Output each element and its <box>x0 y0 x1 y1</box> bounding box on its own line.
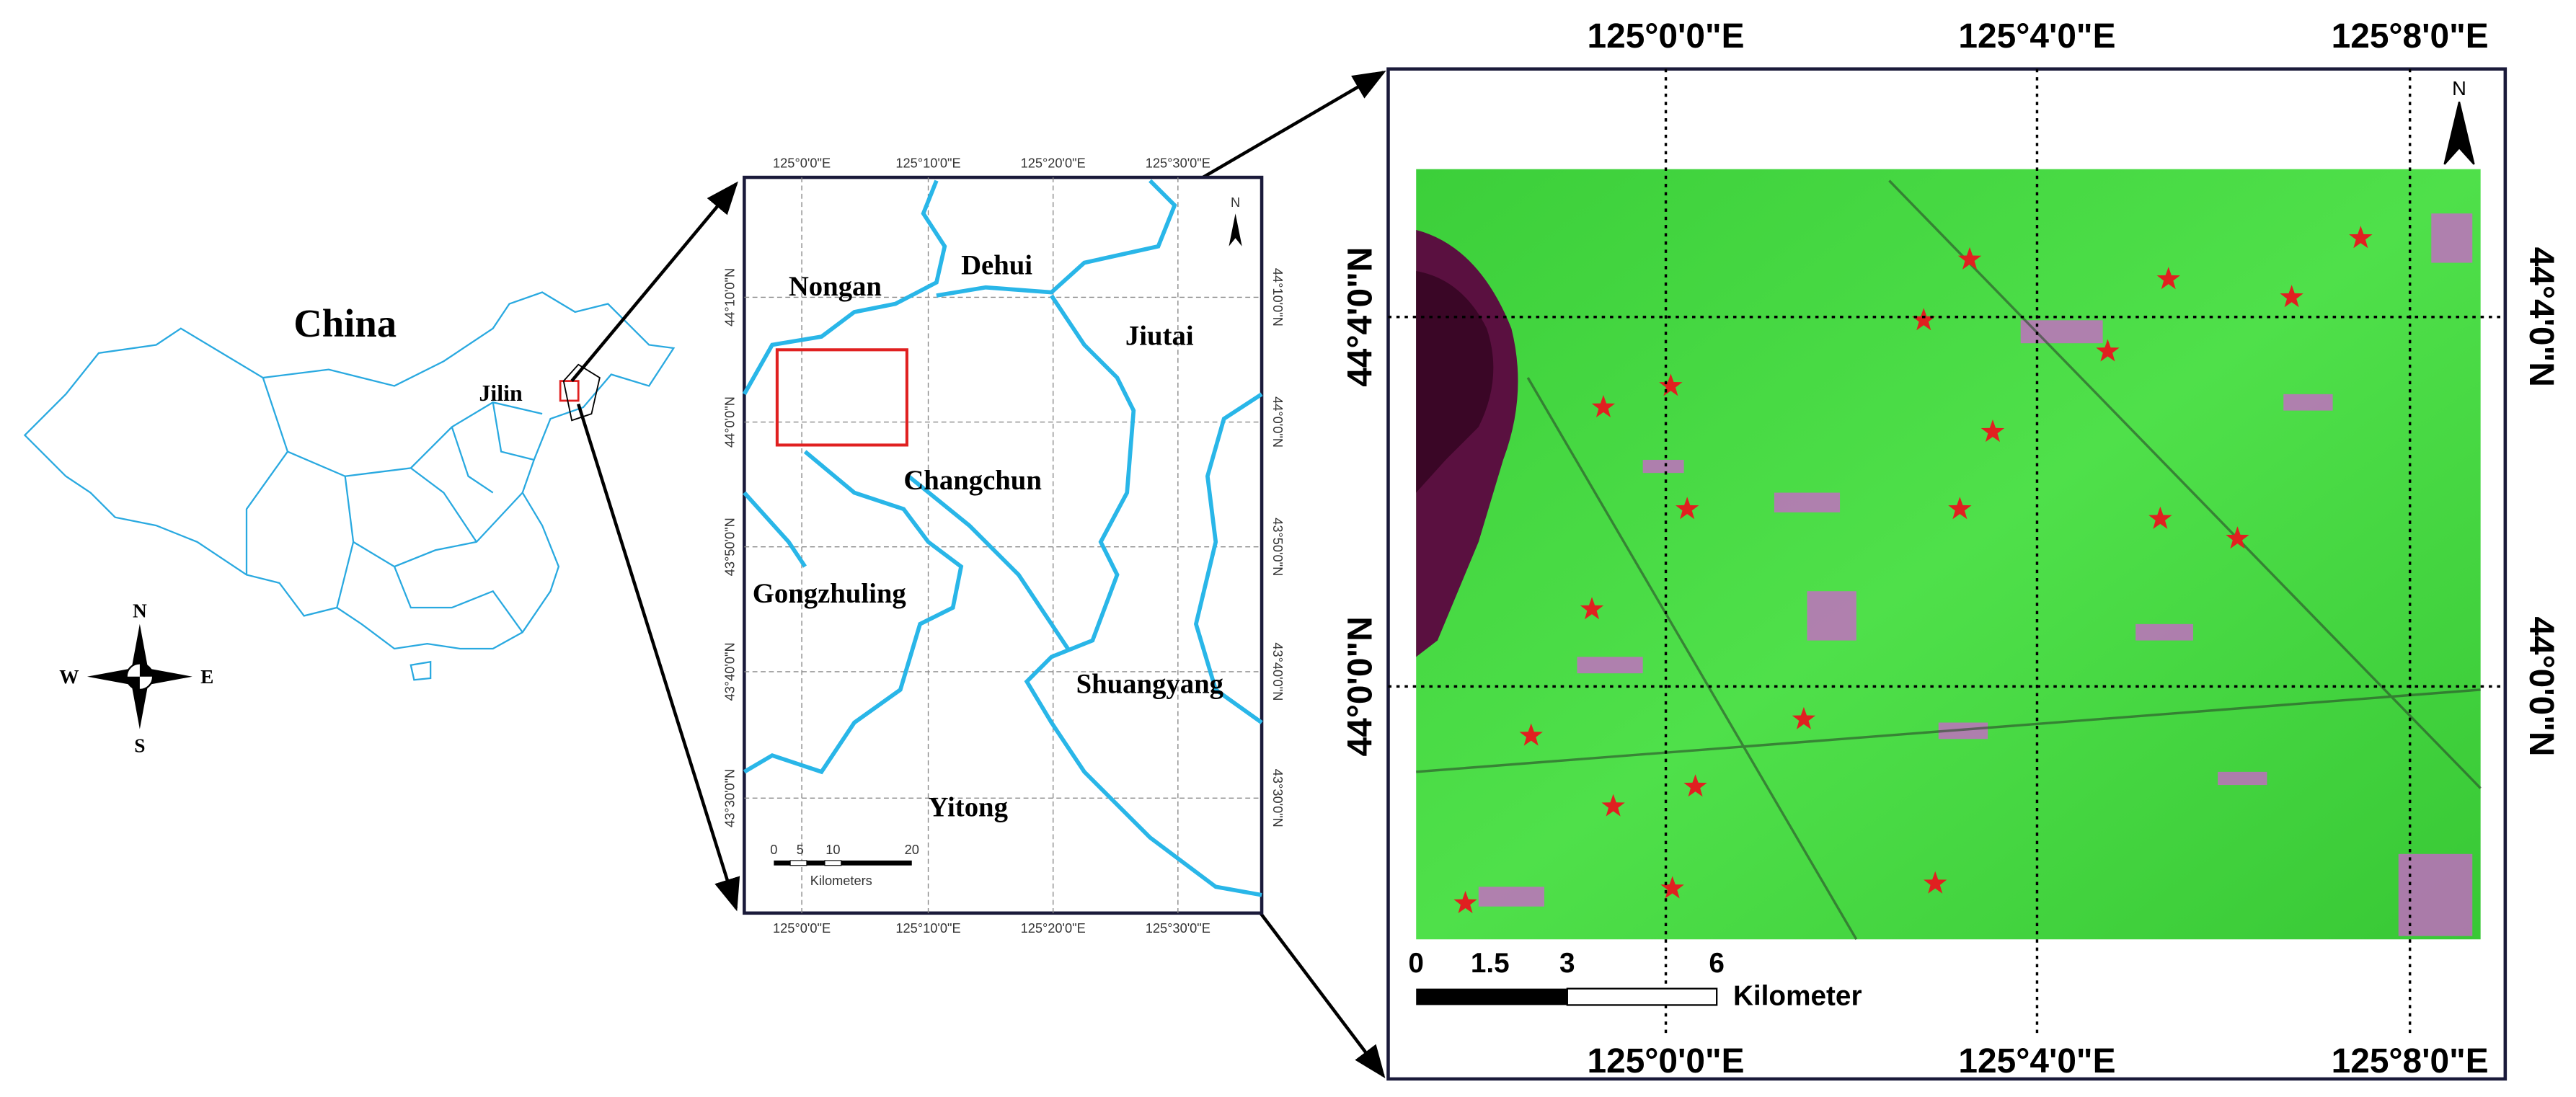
lat-label: 44°10'0"N <box>723 268 738 327</box>
scale-unit: Kilometer <box>1733 980 1862 1011</box>
lon-label: 125°8'0"E <box>2332 1042 2489 1080</box>
lat-label: 44°10'0"N <box>1270 268 1285 327</box>
sample-star <box>1580 597 1604 620</box>
sample-star <box>1980 419 2005 443</box>
lon-label: 125°0'0"E <box>1588 1042 1745 1080</box>
scale-tick: 0 <box>1408 948 1424 979</box>
lon-label: 125°4'0"E <box>1958 1042 2115 1080</box>
region-label: Yitong <box>929 791 1008 822</box>
lat-label: 43°40'0"N <box>1270 642 1285 701</box>
lat-label: 44°0'0"N <box>723 396 738 448</box>
north-label: N <box>1231 195 1240 210</box>
lon-label: 125°8'0"E <box>2332 17 2489 55</box>
compass-e: E <box>200 666 213 688</box>
sample-star <box>2280 285 2303 308</box>
sample-star <box>1660 876 1684 899</box>
lat-label: 43°30'0"N <box>1270 769 1285 827</box>
jilin-label: Jilin <box>479 381 523 406</box>
lon-label: 125°0'0"E <box>773 921 831 936</box>
sample-star <box>1912 308 1936 331</box>
lon-label: 125°4'0"E <box>1958 17 2115 55</box>
satellite-image <box>1416 169 2481 940</box>
sample-star <box>1924 871 1947 894</box>
sample-star <box>1453 891 1477 914</box>
lon-label: 125°20'0"E <box>1021 156 1086 170</box>
lon-label: 125°0'0"E <box>1588 17 1745 55</box>
lon-label: 125°10'0"E <box>895 156 960 170</box>
lat-label: 44°0'0"N <box>1342 616 1380 756</box>
lon-label: 125°10'0"E <box>895 921 960 936</box>
sample-star <box>2226 526 2249 549</box>
north-label: N <box>2452 77 2466 99</box>
lon-label: 125°20'0"E <box>1021 921 1086 936</box>
scale-tick: 5 <box>797 843 804 857</box>
sample-star <box>1683 774 1707 797</box>
lat-label: 43°30'0"N <box>723 769 738 827</box>
lat-label: 44°4'0"N <box>2522 247 2560 387</box>
scale-tick: 3 <box>1559 948 1575 979</box>
region-label: Nongan <box>789 271 882 302</box>
sample-star <box>2156 267 2180 290</box>
region-label: Changchun <box>903 465 1042 496</box>
region-label: Dehui <box>961 250 1032 281</box>
lat-label: 43°40'0"N <box>723 642 738 701</box>
region-label: Gongzhuling <box>753 578 906 609</box>
compass-s: S <box>134 735 145 757</box>
scale-tick: 10 <box>826 843 840 857</box>
compass-w: W <box>59 666 79 688</box>
china-outline <box>23 291 676 681</box>
scale-tick: 0 <box>770 843 777 857</box>
sample-star <box>1948 497 1972 520</box>
jilin-map: N Kilometers 125°0'0"E 125°0'0"E 125°10'0"… <box>723 156 1285 936</box>
sample-star <box>1519 723 1543 746</box>
sample-star <box>1591 394 1616 417</box>
sample-star <box>1659 373 1683 396</box>
sample-star <box>1601 794 1625 817</box>
compass-n: N <box>133 600 147 622</box>
compass: N W E S <box>59 600 213 757</box>
lat-label: 44°0'0"N <box>2522 616 2560 756</box>
jilin-outline <box>562 363 601 422</box>
scale-unit: Kilometers <box>810 874 872 888</box>
sample-star <box>1675 497 1699 520</box>
study-area-map: N Kilometer 125°0'0"E 125°0'0"E 125°4'0"E 1… <box>1342 17 2560 1081</box>
scale-tick: 6 <box>1709 948 1725 979</box>
lat-label: 44°4'0"N <box>1342 247 1380 387</box>
lon-label: 125°0'0"E <box>773 156 831 170</box>
lon-label: 125°30'0"E <box>1146 156 1210 170</box>
lat-label: 43°50'0"N <box>1270 518 1285 576</box>
lat-label: 44°0'0"N <box>1270 396 1285 448</box>
lon-label: 125°30'0"E <box>1146 921 1210 936</box>
jilin-marker <box>559 380 580 402</box>
sample-star <box>1957 247 1982 270</box>
sample-star <box>2349 226 2373 249</box>
region-label: Jiutai <box>1125 320 1194 351</box>
scale-tick: 20 <box>905 843 919 857</box>
china-label: China <box>293 301 397 345</box>
scale-tick: 1.5 <box>1471 948 1510 979</box>
region-label: Shuangyang <box>1076 669 1223 700</box>
sample-star <box>2148 506 2172 529</box>
sample-star <box>1792 706 1816 729</box>
lat-label: 43°50'0"N <box>723 518 738 576</box>
sample-star <box>2096 339 2120 362</box>
